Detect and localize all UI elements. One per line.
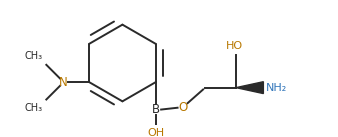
Text: B: B — [151, 103, 160, 116]
Text: NH₂: NH₂ — [266, 83, 287, 93]
Text: CH₃: CH₃ — [25, 51, 43, 61]
Text: HO: HO — [225, 41, 243, 51]
Text: CH₃: CH₃ — [25, 103, 43, 113]
Polygon shape — [236, 82, 263, 94]
Text: O: O — [178, 101, 188, 114]
Text: N: N — [59, 76, 68, 89]
Text: OH: OH — [147, 128, 164, 137]
